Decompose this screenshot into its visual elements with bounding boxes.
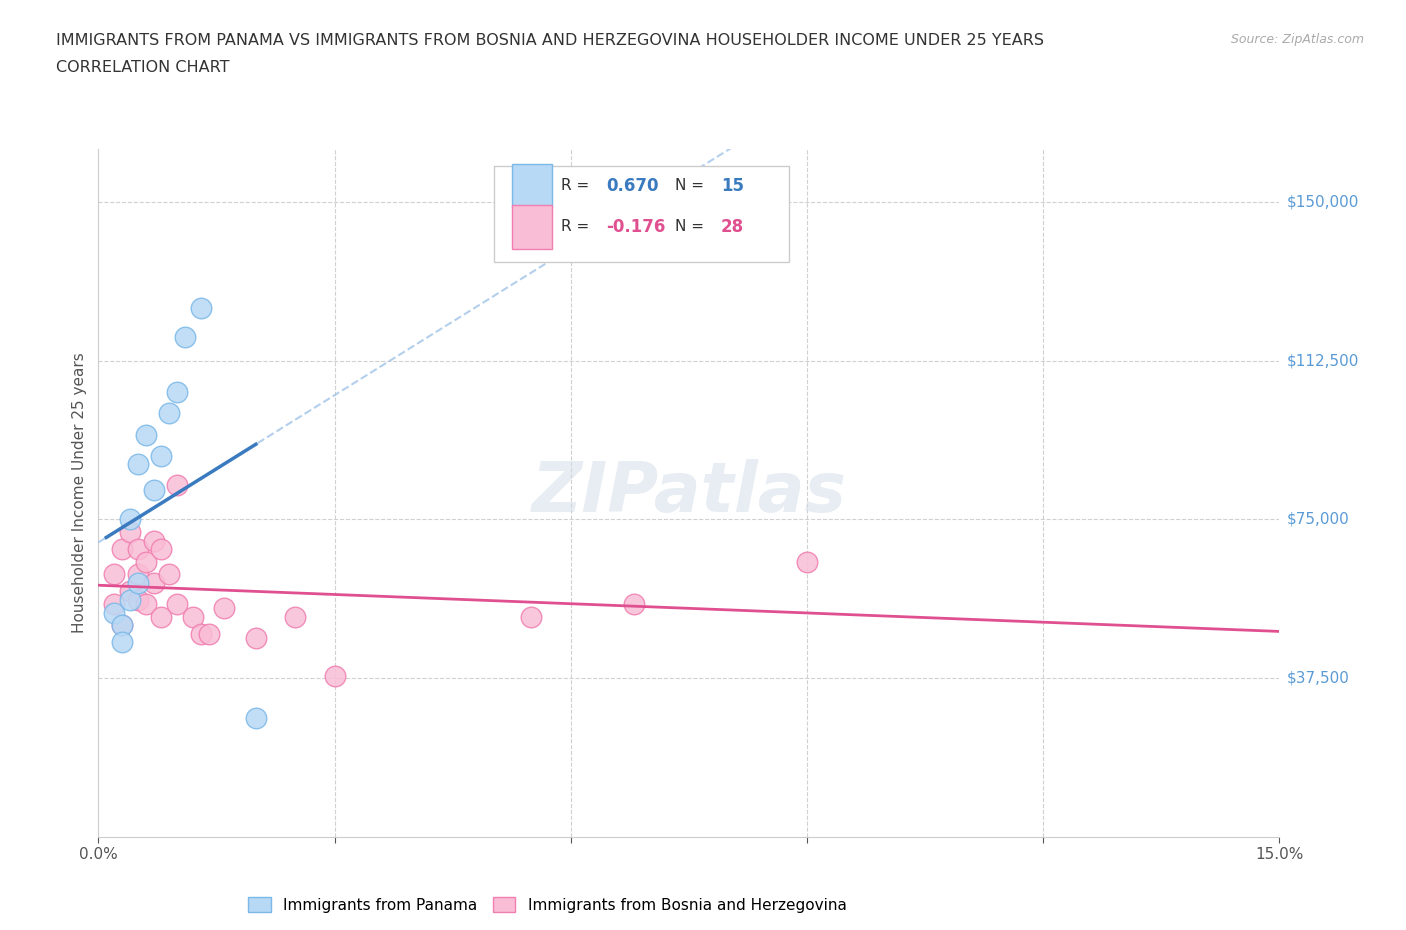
Text: $75,000: $75,000: [1286, 512, 1350, 527]
Text: R =: R =: [561, 219, 595, 234]
Point: [103, 567, 125, 582]
Point: [245, 631, 267, 645]
Point: [197, 626, 219, 641]
Point: [190, 626, 212, 641]
FancyBboxPatch shape: [494, 166, 789, 262]
Text: N =: N =: [675, 179, 709, 193]
Point: [118, 584, 141, 599]
Point: [135, 597, 157, 612]
Point: [111, 635, 134, 650]
Point: [150, 609, 173, 624]
Point: [520, 609, 543, 624]
Point: [150, 541, 173, 556]
Point: [623, 597, 645, 612]
Point: [190, 300, 212, 315]
Point: [135, 427, 157, 442]
Point: [127, 592, 149, 607]
Point: [174, 330, 197, 345]
Text: R =: R =: [561, 179, 595, 193]
Point: [111, 541, 134, 556]
Point: [157, 406, 180, 421]
Point: [127, 576, 149, 591]
Point: [142, 533, 165, 548]
Legend: Immigrants from Panama, Immigrants from Bosnia and Herzegovina: Immigrants from Panama, Immigrants from …: [242, 891, 852, 919]
Text: 0.670: 0.670: [606, 177, 659, 194]
Point: [127, 567, 149, 582]
Point: [111, 618, 134, 632]
Point: [323, 669, 346, 684]
Point: [118, 525, 141, 539]
Text: -0.176: -0.176: [606, 218, 665, 236]
Point: [127, 541, 149, 556]
Point: [181, 609, 204, 624]
Point: [135, 554, 157, 569]
Point: [127, 457, 149, 472]
Text: CORRELATION CHART: CORRELATION CHART: [56, 60, 229, 75]
Point: [150, 448, 173, 463]
Point: [142, 576, 165, 591]
Text: $37,500: $37,500: [1286, 671, 1350, 685]
Text: $112,500: $112,500: [1286, 353, 1358, 368]
Text: ZIPatlas: ZIPatlas: [531, 459, 846, 526]
Text: $150,000: $150,000: [1286, 194, 1358, 209]
Point: [103, 605, 125, 620]
Point: [157, 567, 180, 582]
Point: [118, 592, 141, 607]
FancyBboxPatch shape: [512, 205, 553, 249]
Point: [142, 483, 165, 498]
Text: IMMIGRANTS FROM PANAMA VS IMMIGRANTS FROM BOSNIA AND HERZEGOVINA HOUSEHOLDER INC: IMMIGRANTS FROM PANAMA VS IMMIGRANTS FRO…: [56, 33, 1045, 47]
Y-axis label: Householder Income Under 25 years: Householder Income Under 25 years: [72, 352, 87, 633]
Point: [245, 711, 267, 725]
Text: 15: 15: [721, 177, 744, 194]
Point: [284, 609, 307, 624]
Point: [796, 554, 818, 569]
FancyBboxPatch shape: [512, 164, 553, 207]
Point: [166, 597, 188, 612]
Text: 28: 28: [721, 218, 744, 236]
Point: [166, 478, 188, 493]
Point: [118, 512, 141, 526]
Point: [166, 385, 188, 400]
Point: [214, 601, 236, 616]
Point: [103, 597, 125, 612]
Text: Source: ZipAtlas.com: Source: ZipAtlas.com: [1230, 33, 1364, 46]
Point: [111, 618, 134, 632]
Text: N =: N =: [675, 219, 709, 234]
